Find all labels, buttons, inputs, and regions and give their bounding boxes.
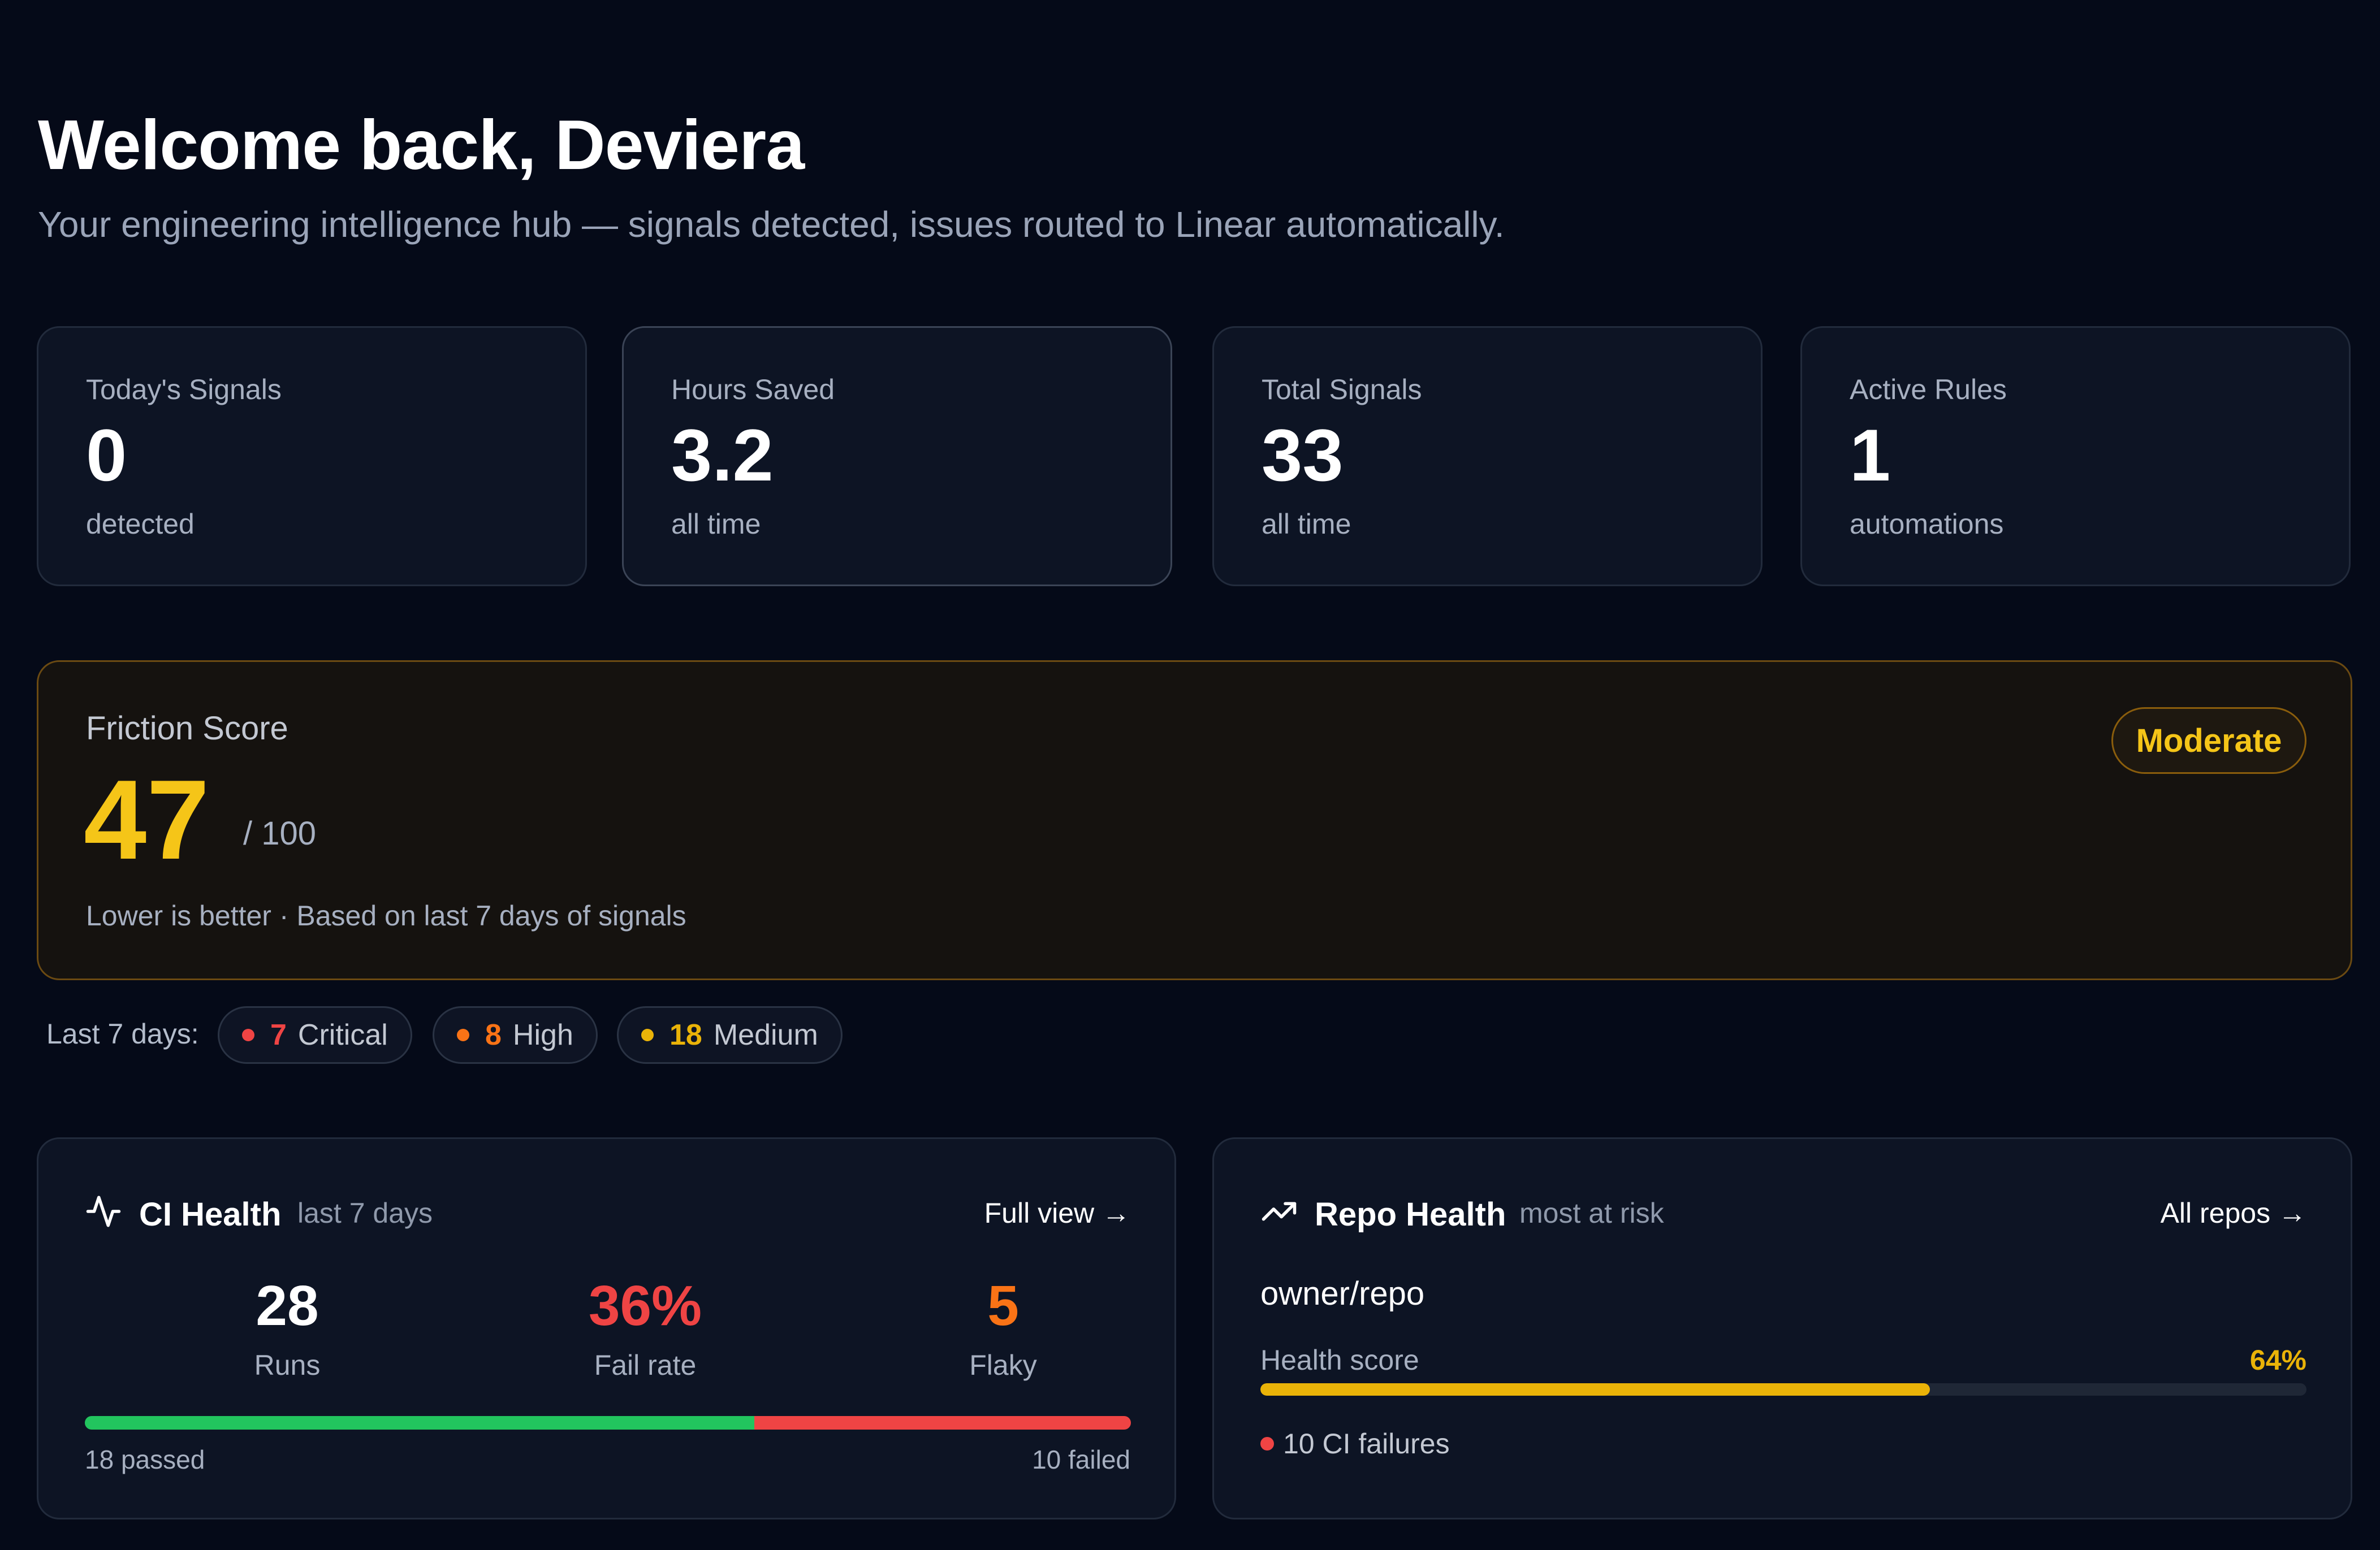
passed-count: 18 passed xyxy=(85,1445,205,1474)
failed-count: 10 failed xyxy=(1032,1445,1130,1474)
repo-health-panel: Repo Health most at risk All repos → own… xyxy=(1212,1137,2352,1519)
high-dot-icon xyxy=(457,1029,469,1041)
stat-label: Today's Signals xyxy=(86,374,282,405)
metric-value: 5 xyxy=(987,1274,1019,1337)
severity-chip-medium[interactable]: 18 Medium xyxy=(617,1006,843,1064)
stat-card-todays-signals: Today's Signals 0 detected xyxy=(37,326,587,586)
stat-sub: automations xyxy=(1850,508,2004,540)
repo-name[interactable]: owner/repo xyxy=(1260,1275,1425,1312)
repo-health-title: Repo Health xyxy=(1315,1196,1506,1233)
chip-count: 7 xyxy=(270,1019,287,1051)
ci-health-subtitle: last 7 days xyxy=(297,1197,433,1229)
friction-note: Lower is better · Based on last 7 days o… xyxy=(86,900,686,932)
failed-segment xyxy=(754,1416,1131,1430)
stat-card-total-signals: Total Signals 33 all time xyxy=(1212,326,1763,586)
severity-chip-high[interactable]: 8 High xyxy=(433,1006,598,1064)
stat-label: Total Signals xyxy=(1262,374,1422,405)
repo-health-subtitle: most at risk xyxy=(1519,1197,1664,1229)
stat-card-hours-saved: Hours Saved 3.2 all time xyxy=(622,326,1172,586)
friction-label: Friction Score xyxy=(86,710,288,747)
ci-failures-text: 10 CI failures xyxy=(1283,1428,1450,1460)
stat-label: Active Rules xyxy=(1850,374,2007,405)
ci-health-panel: CI Health last 7 days Full view → 28 Run… xyxy=(37,1137,1176,1519)
page-title: Welcome back, Deviera xyxy=(38,106,805,184)
stat-value: 1 xyxy=(1850,414,1891,496)
trending-up-icon xyxy=(1262,1202,1297,1221)
stat-sub: all time xyxy=(671,508,761,540)
friction-max: / 100 xyxy=(243,815,316,852)
stat-label: Hours Saved xyxy=(671,374,835,405)
chip-label: Medium xyxy=(713,1019,818,1051)
health-score-bar xyxy=(1260,1383,2306,1396)
chip-count: 8 xyxy=(485,1019,502,1051)
stat-value: 33 xyxy=(1262,414,1344,496)
chip-label: High xyxy=(512,1019,573,1051)
page-subtitle: Your engineering intelligence hub — sign… xyxy=(38,204,1505,245)
all-repos-link[interactable]: All repos → xyxy=(2160,1197,2306,1229)
chip-label: Critical xyxy=(297,1019,388,1051)
metric-label: Runs xyxy=(254,1349,321,1381)
health-score-label: Health score xyxy=(1260,1344,1419,1376)
friction-status-badge: Moderate xyxy=(2111,707,2306,774)
failure-dot-icon xyxy=(1260,1437,1274,1451)
chip-count: 18 xyxy=(669,1019,702,1051)
stat-value: 0 xyxy=(86,414,127,496)
severity-chip-critical[interactable]: 7 Critical xyxy=(218,1006,412,1064)
metric-label: Flaky xyxy=(969,1349,1037,1381)
metric-value: 28 xyxy=(256,1274,319,1337)
stat-sub: all time xyxy=(1262,508,1351,540)
passed-segment xyxy=(85,1416,754,1430)
metric-label: Fail rate xyxy=(594,1349,697,1381)
stat-sub: detected xyxy=(86,508,195,540)
activity-icon xyxy=(86,1196,121,1227)
friction-score-card: Friction Score 47 / 100 Lower is better … xyxy=(37,660,2352,980)
ci-metric-fail-rate: 36% Fail rate xyxy=(532,1278,758,1382)
critical-dot-icon xyxy=(242,1029,254,1041)
metric-value: 36% xyxy=(588,1274,702,1337)
health-score-value: 64% xyxy=(2249,1344,2306,1376)
stat-card-active-rules: Active Rules 1 automations xyxy=(1800,326,2351,586)
ci-health-title: CI Health xyxy=(139,1196,282,1233)
ci-metric-runs: 28 Runs xyxy=(174,1278,400,1382)
friction-value: 47 xyxy=(84,757,210,883)
medium-dot-icon xyxy=(641,1029,654,1041)
full-view-link[interactable]: Full view → xyxy=(984,1197,1130,1229)
ci-metric-flaky: 5 Flaky xyxy=(890,1278,1116,1382)
stat-value: 3.2 xyxy=(671,414,774,496)
ci-pass-fail-bar xyxy=(85,1416,1131,1430)
ci-failures: 10 CI failures xyxy=(1260,1427,1450,1460)
severity-label: Last 7 days: xyxy=(46,1018,199,1050)
health-score-fill xyxy=(1260,1383,1930,1396)
